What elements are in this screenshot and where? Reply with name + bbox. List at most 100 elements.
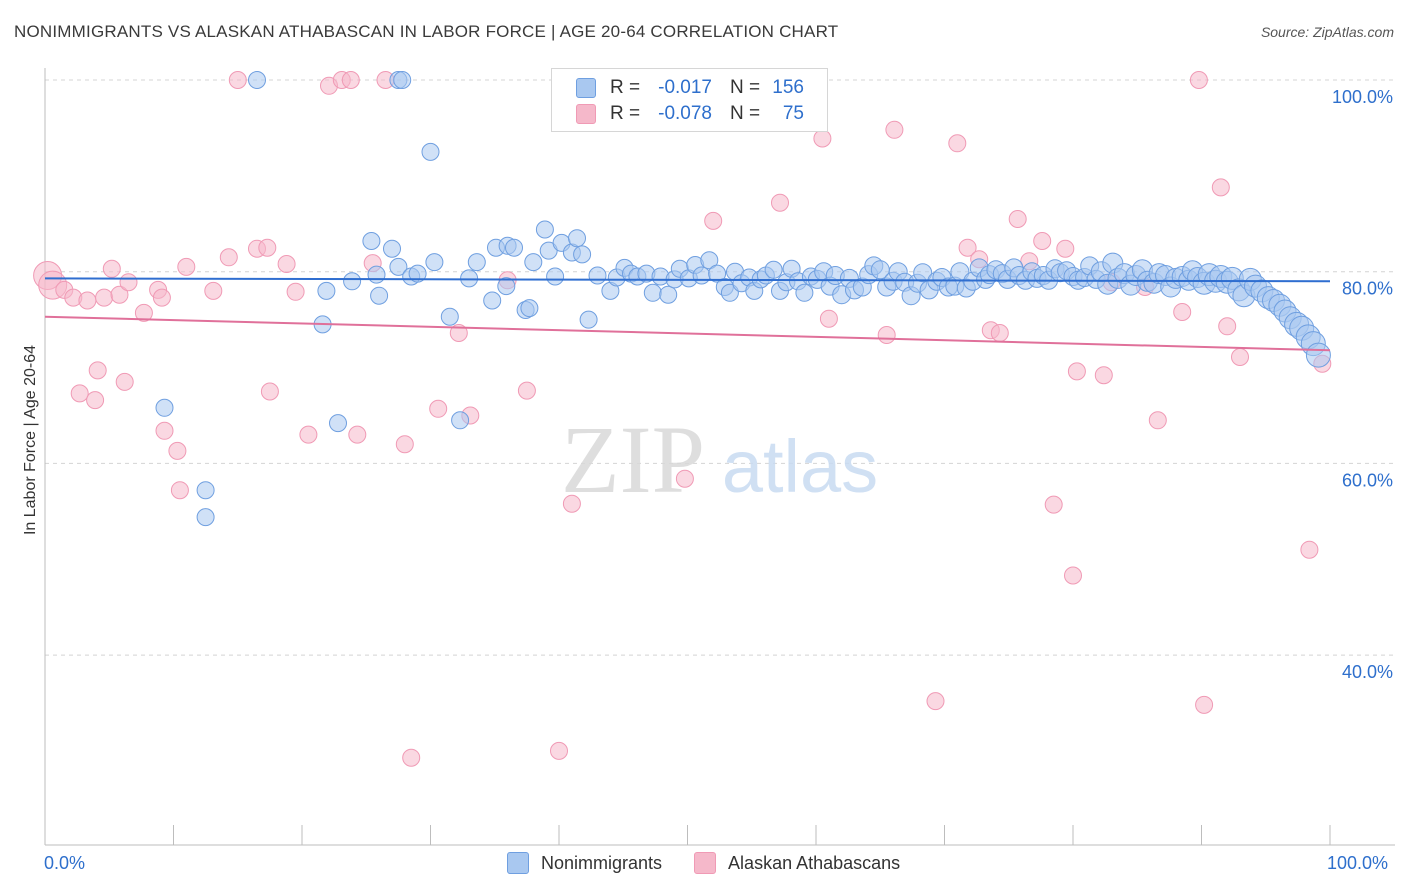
nonimmigrant-point [588, 266, 607, 285]
nonimmigrant-point [546, 267, 565, 286]
nonimmigrant-point [248, 71, 266, 89]
athabascan-point [926, 692, 945, 711]
nonimmigrant-point [329, 414, 347, 433]
athabascan-point [1094, 366, 1113, 385]
athabascan-point [110, 285, 129, 304]
y-tick-label: 40.0% [1342, 662, 1393, 682]
athabascan-point [70, 384, 89, 403]
athabascan-point [1067, 362, 1086, 381]
nonimmigrant-point [1305, 342, 1331, 368]
trendlines [44, 277, 1331, 352]
athabascan-point [429, 399, 448, 418]
athabascan-point [1211, 178, 1230, 197]
nonimmigrant-point [367, 265, 386, 284]
nonimmigrant-point [362, 232, 381, 250]
athabascan-point [1218, 317, 1237, 336]
nonimmigrant-point [568, 229, 586, 248]
athabascan-point [517, 381, 536, 400]
athabascan-point [1231, 348, 1249, 366]
nonimmigrant-point [795, 283, 814, 302]
n-value: 156 [772, 77, 804, 98]
y-axis-label: In Labor Force | Age 20-64 [22, 344, 39, 536]
nonimmigrant-point [483, 291, 502, 310]
athabascan-point [948, 134, 967, 153]
nonimmigrant-point [425, 253, 444, 272]
nonimmigrant-point [659, 285, 678, 304]
legend-swatch-blue [576, 78, 596, 98]
legend-swatch-pink [576, 104, 596, 124]
gridlines [45, 79, 1395, 656]
athabascan-point [877, 326, 896, 344]
nonimmigrant-point [720, 283, 739, 302]
nonimmigrant-point [196, 481, 215, 500]
athabascan-point [115, 372, 134, 391]
nonimmigrant-point [467, 253, 486, 272]
watermark-atlas: atlas [722, 425, 878, 508]
nonimmigrant-point [370, 286, 389, 305]
r-label: R = [610, 103, 641, 124]
athabascan-point [228, 71, 247, 89]
athabascan-point [402, 748, 421, 767]
athabascan-point [219, 248, 238, 267]
nonimmigrant-point [440, 307, 459, 326]
legend-row-athabascans: R = -0.078 N = 75 [576, 103, 804, 125]
athabascan-point [1056, 239, 1075, 258]
watermark: ZIP atlas [561, 406, 878, 513]
y-tick-label: 80.0% [1342, 279, 1393, 299]
nonimmigrant-point [155, 398, 174, 417]
athabascan-point [819, 309, 838, 328]
athabascan-point [449, 324, 468, 342]
nonimmigrant-point [383, 239, 401, 258]
legend-swatch-blue [507, 852, 529, 874]
athabascan-point [152, 288, 171, 307]
legend-label: Alaskan Athabascans [728, 852, 901, 873]
athabascan-point [1173, 303, 1192, 321]
trendline-athabascans [44, 315, 1331, 352]
nonimmigrant-point [708, 264, 727, 283]
y-tick-label: 60.0% [1342, 470, 1393, 490]
athabascan-point [1195, 695, 1214, 714]
y-tick-labels: 40.0% 60.0% 80.0% 100.0% [1332, 87, 1393, 682]
nonimmigrant-point [317, 281, 336, 300]
athabascan-point [299, 425, 318, 444]
nonimmigrant-point [393, 71, 412, 89]
nonimmigrant-point [497, 277, 516, 296]
nonimmigrant-point [573, 245, 592, 264]
athabascan-point [990, 324, 1009, 342]
athabascan-point [102, 259, 121, 278]
athabascan-point [1300, 540, 1319, 559]
athabascan-point [348, 425, 367, 444]
athabascan-point [1044, 495, 1063, 514]
legend-label: Nonimmigrants [541, 852, 663, 873]
nonimmigrant-point [764, 260, 783, 279]
athabascan-point [86, 391, 105, 410]
nonimmigrant-point [421, 142, 440, 161]
n-label: N = [730, 77, 761, 98]
athabascan-point [78, 291, 97, 310]
athabascan-point [1148, 411, 1167, 430]
nonimmigrant-point [579, 310, 598, 329]
r-value: -0.078 [658, 103, 712, 124]
athabascan-point [177, 257, 196, 276]
athabascan-point [550, 741, 568, 760]
axes [44, 68, 1395, 846]
athabascan-point [958, 238, 977, 257]
athabascan-point [1033, 232, 1052, 250]
athabascan-point [260, 382, 279, 401]
series-legend: Nonimmigrants Alaskan Athabascans [507, 852, 932, 874]
nonimmigrant-point [692, 266, 711, 285]
nonimmigrant-point [913, 263, 933, 283]
athabascan-point [88, 361, 107, 380]
athabascan-point [395, 435, 414, 454]
n-value: 75 [782, 103, 804, 124]
athabascan-point [341, 71, 360, 89]
x-tick-label-0: 0.0% [44, 853, 86, 873]
athabascan-point [1064, 566, 1082, 585]
athabascan-point [704, 211, 723, 230]
athabascan-point [675, 469, 694, 488]
nonimmigrant-point [700, 251, 719, 270]
athabascan-point [1008, 210, 1027, 228]
nonimmigrant-point [451, 411, 470, 430]
legend-item-athabascans: Alaskan Athabascans [694, 852, 900, 874]
